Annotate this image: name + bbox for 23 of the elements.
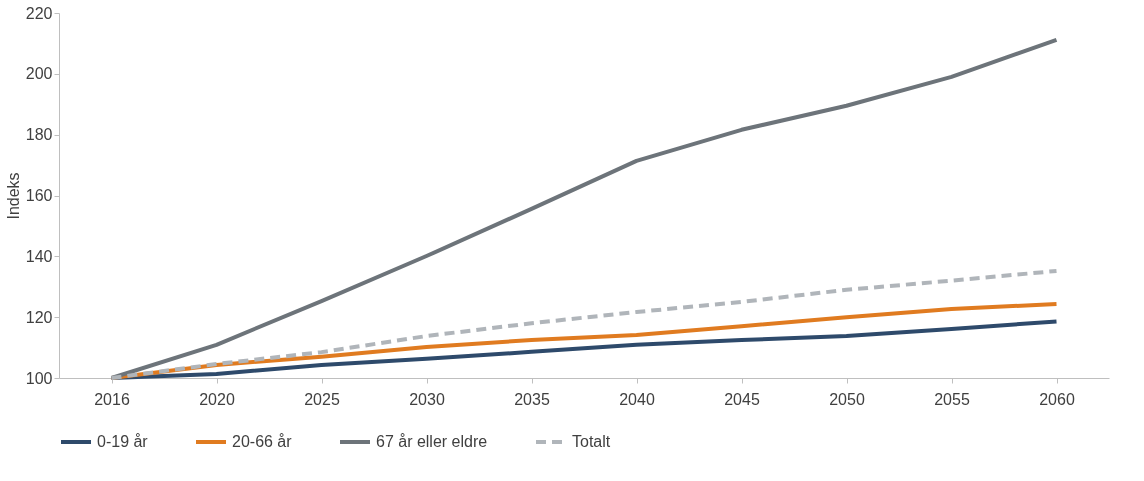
legend-label: 20-66 år — [232, 433, 293, 450]
y-tick-label: 140 — [25, 247, 53, 265]
y-tick-label: 120 — [25, 308, 53, 326]
x-tick-label: 2020 — [199, 390, 235, 408]
x-tick-label: 2035 — [514, 390, 550, 408]
y-tick-label: 200 — [25, 65, 53, 83]
x-tick-label: 2016 — [94, 390, 130, 408]
legend-label: 0-19 år — [97, 433, 149, 450]
x-tick-label: 2040 — [619, 390, 655, 408]
y-tick-label: 100 — [25, 369, 53, 387]
x-tick-label: 2025 — [304, 390, 340, 408]
x-tick-label: 2050 — [829, 390, 865, 408]
y-tick-label: 180 — [25, 126, 53, 144]
y-tick-label: 160 — [25, 187, 53, 204]
y-axis-title: Indeks — [4, 172, 22, 220]
legend-label: Totalt — [572, 433, 611, 450]
x-tick-label: 2030 — [409, 390, 445, 408]
x-tick-label: 2045 — [724, 390, 760, 408]
line-series — [109, 268, 1059, 380]
x-tick-label: 2055 — [934, 390, 970, 408]
x-tick-label: 2060 — [1039, 390, 1075, 408]
y-tick-label: 220 — [25, 4, 53, 22]
legend-label: 67 år eller eldre — [376, 433, 488, 450]
